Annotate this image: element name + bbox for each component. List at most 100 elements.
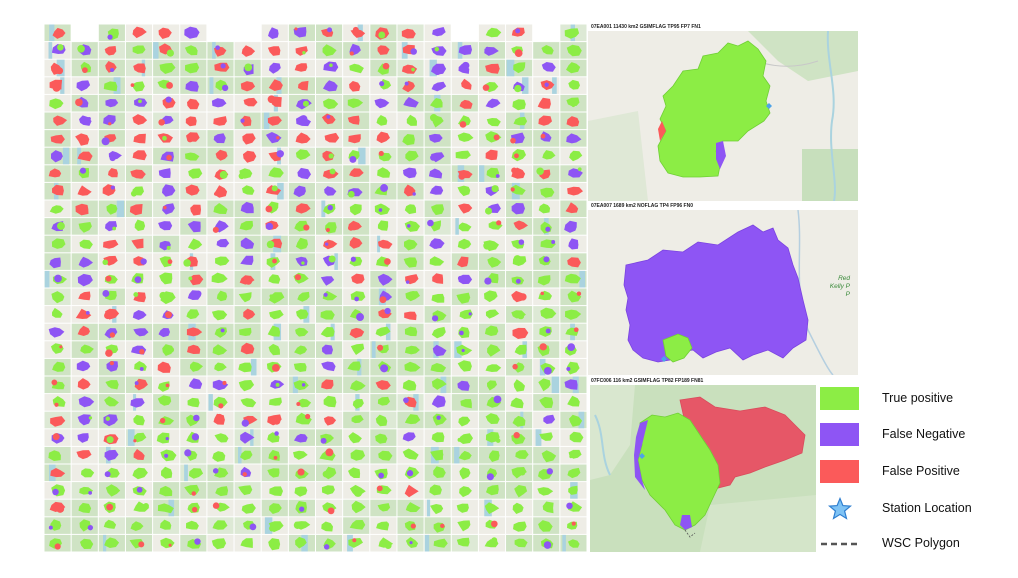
catchment-thumbnail (506, 446, 533, 464)
catchment-thumbnail (478, 411, 506, 429)
catchment-thumbnail (397, 147, 424, 165)
catchment-thumbnail (560, 182, 587, 200)
catchment-thumbnail (44, 235, 71, 253)
catchment-thumbnail (343, 59, 370, 77)
catchment-thumbnail (560, 499, 587, 517)
catchment-thumbnail (506, 24, 533, 42)
catchment-thumbnail (533, 200, 560, 218)
catchment-thumbnail (343, 499, 370, 517)
catchment-thumbnail (44, 200, 71, 218)
catchment-thumbnail (125, 218, 153, 235)
catchment-thumbnail (234, 341, 261, 358)
catchment-thumbnail (370, 200, 397, 218)
catchment-thumbnail (370, 165, 397, 182)
catchment-thumbnail (180, 270, 207, 288)
catchment-thumbnail (71, 270, 98, 288)
catchment-thumbnail (71, 288, 98, 306)
catchment-thumbnail (478, 182, 506, 200)
catchment-thumbnail (71, 182, 98, 200)
catchment-thumbnail (125, 306, 153, 323)
catchment-thumbnail (288, 429, 315, 446)
catchment-thumbnail (288, 165, 315, 182)
catchment-thumbnail (316, 200, 343, 218)
catchment-thumbnail (44, 446, 71, 464)
catchment-thumbnail (397, 394, 424, 411)
catchment-thumbnail (261, 429, 288, 446)
catchment-thumbnail (533, 446, 560, 464)
forest-area (700, 495, 816, 552)
catchment-thumbnail (506, 165, 533, 182)
catchment-thumbnail (153, 59, 180, 77)
river (826, 31, 836, 201)
catchment-thumbnail (343, 358, 370, 376)
catchment-thumbnail (478, 112, 506, 130)
catchment-thumbnail (533, 42, 560, 59)
catchment-thumbnail (44, 517, 71, 534)
catchment-thumbnail (397, 24, 424, 42)
catchment-thumbnail (478, 147, 506, 165)
catchment-thumbnail (44, 130, 71, 147)
catchment-thumbnail (560, 218, 587, 235)
catchment-thumbnail (451, 446, 478, 464)
catchment-thumbnail (506, 517, 533, 534)
catchment-thumbnail (478, 94, 506, 112)
catchment-thumbnail (506, 59, 533, 77)
catchment-thumbnail (234, 534, 261, 552)
catchment-thumbnail (397, 499, 424, 517)
catchment-thumbnail (153, 165, 180, 182)
catchment-thumbnail (560, 270, 587, 288)
forest-area (802, 149, 858, 201)
catchment-thumbnail (71, 464, 98, 482)
catchment-thumbnail (560, 376, 587, 394)
catchment-thumbnail (316, 446, 343, 464)
catchment-thumbnail (71, 235, 98, 253)
catchment-thumbnail (71, 323, 98, 341)
catchment-thumbnail (451, 517, 478, 534)
catchment-thumbnail (478, 200, 506, 218)
catchment-thumbnail (316, 358, 343, 376)
catchment-thumbnail (397, 59, 424, 77)
catchment-thumbnail (180, 341, 207, 358)
catchment-thumbnail (478, 429, 506, 446)
catchment-thumbnail (153, 394, 180, 411)
catchment-thumbnail (125, 288, 153, 306)
catchment-thumbnail (533, 429, 560, 446)
catchment-thumbnail (451, 323, 478, 341)
catchment-thumbnail (207, 376, 234, 394)
catchment-thumbnail (316, 77, 343, 94)
catchment-thumbnail (478, 394, 506, 411)
catchment-thumbnail (234, 77, 261, 94)
false-negative-swatch (820, 423, 859, 446)
legend-item-false-positive: False Positive (820, 460, 1010, 484)
catchment-thumbnail (424, 77, 451, 94)
catchment-thumbnail (560, 200, 587, 218)
legend-label: False Negative (882, 427, 966, 441)
catchment-thumbnail (98, 24, 125, 42)
catchment-thumbnail (234, 482, 261, 499)
catchment-thumbnail (560, 517, 587, 534)
catchment-thumbnail (370, 411, 397, 429)
catchment-thumbnail (424, 235, 451, 253)
catchment-thumbnail (180, 182, 207, 200)
catchment-thumbnail (316, 429, 343, 446)
catchment-thumbnail (397, 482, 424, 499)
catchment-thumbnail (234, 253, 261, 270)
catchment-false-negative (716, 141, 726, 169)
catchment-thumbnail (125, 270, 153, 288)
catchment-thumbnail (506, 235, 533, 253)
catchment-thumbnail (478, 42, 506, 59)
false-positive-swatch (820, 460, 859, 483)
catchment-thumbnail (424, 182, 451, 200)
catchment-thumbnail (343, 94, 370, 112)
catchment-thumbnail (125, 59, 153, 77)
catchment-thumbnail (397, 235, 424, 253)
catchment-thumbnail (533, 112, 560, 130)
catchment-thumbnail (180, 235, 207, 253)
catchment-thumbnail (560, 130, 587, 147)
catchment-thumbnail (478, 358, 506, 376)
catchment-thumbnail (288, 218, 315, 235)
catchment-thumbnail (234, 517, 261, 534)
catchment-thumbnail (71, 499, 98, 517)
catchment-thumbnail (125, 517, 153, 534)
catchment-thumbnail (207, 94, 234, 112)
